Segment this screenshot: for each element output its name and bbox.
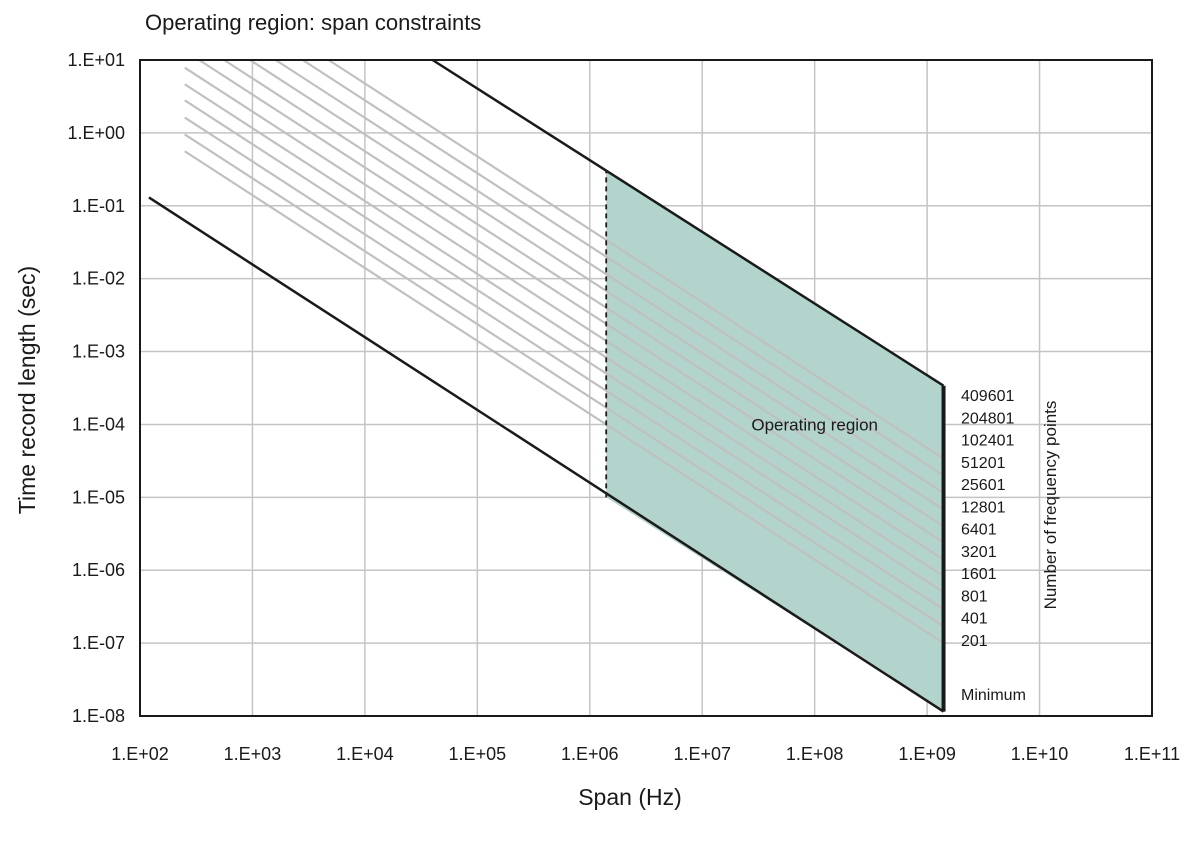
y-tick-label: 1.E-08	[72, 706, 125, 726]
frequency-line-25601	[223, 59, 945, 528]
frequency-point-labels: 409601 204801 102401 51201 25601 12801 6401 320…	[961, 388, 1014, 650]
y-axis-label: Time record length (sec)	[14, 266, 40, 514]
frequency-line-201	[184, 150, 945, 645]
frequency-line-6401	[184, 66, 945, 561]
frequency-point-label: 1601	[961, 566, 997, 583]
y-tick-label: 1.E-01	[72, 196, 125, 216]
frequency-point-label: 102401	[961, 433, 1014, 450]
x-tick-label: 1.E+06	[561, 744, 619, 764]
frequency-point-label: 401	[961, 611, 988, 628]
right-axis-label: Number of frequency points	[1041, 401, 1060, 610]
chart-title: Operating region: span constraints	[145, 10, 481, 35]
frequency-point-label: 3201	[961, 544, 997, 561]
y-tick-label: 1.E+01	[67, 50, 125, 70]
x-tick-label: 1.E+05	[449, 744, 507, 764]
frequency-line-1601	[184, 99, 945, 594]
frequency-line-204801	[302, 59, 945, 477]
maximum-time-line	[431, 58, 945, 387]
frequency-point-label: 801	[961, 588, 988, 605]
y-tick-label: 1.E+00	[67, 123, 125, 143]
frequency-line-801	[184, 116, 945, 611]
y-tick-label: 1.E-03	[72, 342, 125, 362]
frequency-line-409601	[328, 59, 945, 460]
plot-frame	[139, 59, 1153, 717]
frequency-point-label: 12801	[961, 499, 1006, 516]
frequency-line-401	[184, 133, 945, 628]
frequency-line-51201	[249, 59, 945, 511]
x-tick-label: 1.E+10	[1011, 744, 1069, 764]
y-tick-label: 1.E-02	[72, 269, 125, 289]
region-label: Operating region	[751, 415, 878, 434]
y-tick-label: 1.E-06	[72, 560, 125, 580]
x-tick-label: 1.E+07	[673, 744, 731, 764]
x-tick-label: 1.E+08	[786, 744, 844, 764]
frequency-point-lines	[184, 59, 945, 645]
operating-region-fill	[606, 171, 944, 712]
operating-region	[606, 171, 944, 712]
frequency-point-label: 204801	[961, 410, 1014, 427]
minimum-label: Minimum	[961, 687, 1026, 704]
x-tick-labels: 1.E+02 1.E+03 1.E+04 1.E+05 1.E+06 1.E+07 1.E+…	[111, 744, 1180, 764]
frequency-point-label: 51201	[961, 455, 1006, 472]
x-axis-label: Span (Hz)	[578, 784, 682, 810]
frequency-point-label: 201	[961, 633, 988, 650]
x-tick-label: 1.E+11	[1124, 744, 1180, 764]
y-tick-label: 1.E-07	[72, 633, 125, 653]
minimum-span-line	[148, 196, 945, 713]
x-tick-label: 1.E+04	[336, 744, 394, 764]
y-tick-label: 1.E-05	[72, 487, 125, 507]
frequency-point-label: 409601	[961, 388, 1014, 405]
x-tick-label: 1.E+03	[224, 744, 282, 764]
frequency-line-3201	[184, 83, 945, 578]
frequency-point-label: 25601	[961, 477, 1006, 494]
y-tick-labels: 1.E+01 1.E+00 1.E-01 1.E-02 1.E-03 1.E-04 1.E-…	[67, 50, 125, 726]
y-tick-label: 1.E-04	[72, 414, 125, 434]
x-tick-label: 1.E+02	[111, 744, 169, 764]
frequency-line-12801	[198, 59, 945, 544]
frequency-line-102401	[275, 59, 945, 494]
x-tick-label: 1.E+09	[898, 744, 956, 764]
frequency-point-label: 6401	[961, 522, 997, 539]
boundary-lines	[148, 58, 946, 713]
